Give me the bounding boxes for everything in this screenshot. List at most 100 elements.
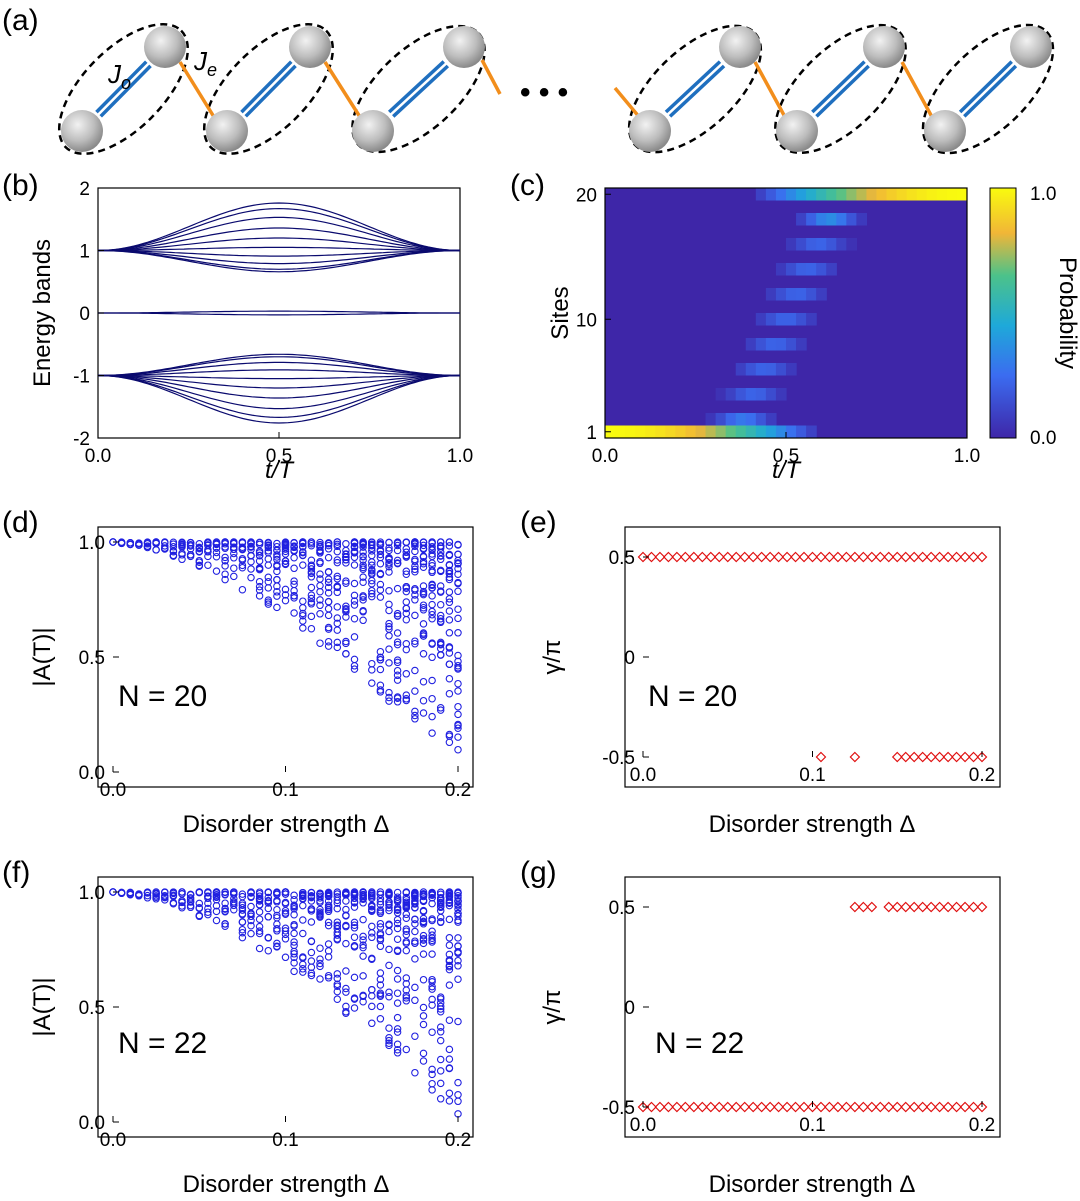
heatmap-cell xyxy=(806,263,817,276)
annotation-e: N = 20 xyxy=(648,680,737,713)
scatter-point xyxy=(393,1013,402,1022)
scatter-point xyxy=(264,896,273,905)
y-tick-label: -1 xyxy=(73,367,90,388)
scatter-point xyxy=(359,890,367,899)
scatter-point xyxy=(204,899,212,907)
scatter-point xyxy=(419,891,428,899)
scatter-point xyxy=(445,1064,454,1073)
scatter-point xyxy=(419,603,428,612)
heatmap-cell xyxy=(745,413,757,426)
scatter-point xyxy=(917,901,929,913)
heatmap-cell xyxy=(745,338,757,351)
heatmap-cell xyxy=(715,413,727,426)
y-tick-label: 0.0 xyxy=(79,1113,105,1134)
unit-cell-outline xyxy=(921,23,1055,155)
ellipsis-dots: • • • xyxy=(520,76,568,109)
scatter-point xyxy=(299,551,307,559)
intra-cell-bond xyxy=(392,64,450,118)
scatter-point xyxy=(350,903,359,911)
scatter-point xyxy=(436,600,445,609)
heatmap-cell xyxy=(806,313,817,326)
scatter-point xyxy=(385,961,393,970)
lattice-site xyxy=(629,110,671,152)
scatter-point xyxy=(376,540,385,549)
scatter-point xyxy=(428,890,436,898)
scatter-point xyxy=(195,540,204,548)
scatter-point xyxy=(350,665,359,673)
heatmap-cell xyxy=(806,288,817,301)
scatter-point xyxy=(454,587,462,596)
scatter-point xyxy=(281,935,290,943)
axes-frame-f xyxy=(97,876,474,1138)
scatter-point xyxy=(454,679,462,688)
scatter-point xyxy=(333,558,342,567)
scatter-point xyxy=(264,548,273,557)
scatter-point xyxy=(299,891,307,900)
scatter-point xyxy=(316,540,324,549)
scatter-point xyxy=(324,637,333,646)
scatter-point xyxy=(454,556,462,565)
scatter-point xyxy=(255,557,264,565)
scatter-point xyxy=(393,915,402,924)
scatter-point xyxy=(393,893,402,901)
heatmap-cell xyxy=(755,188,767,201)
scatter-point xyxy=(411,596,419,604)
heatmap-cell xyxy=(625,425,636,438)
x-tick-label: 0.2 xyxy=(445,1130,471,1151)
heatmap-cell xyxy=(786,313,797,326)
scatter-point xyxy=(350,662,359,670)
scatter-point xyxy=(316,959,324,968)
scatter-point xyxy=(273,542,281,551)
scatter-point xyxy=(359,573,367,581)
scatter-point xyxy=(281,909,290,917)
scatter-point xyxy=(942,751,954,763)
band-line xyxy=(98,227,460,252)
scatter-point xyxy=(186,541,195,549)
heatmap-cell xyxy=(806,425,817,438)
scatter-point xyxy=(393,1028,402,1036)
scatter-point xyxy=(333,614,342,622)
band-line xyxy=(98,312,460,316)
scatter-point xyxy=(428,538,436,546)
scatter-point xyxy=(428,639,436,647)
scatter-point xyxy=(290,920,298,929)
scatter-point xyxy=(255,892,264,900)
scatter-point xyxy=(281,890,290,898)
scatter-point xyxy=(891,901,903,913)
scatter-point xyxy=(445,898,454,907)
scatter-point xyxy=(428,550,436,558)
scatter-point xyxy=(428,653,436,662)
scatter-point xyxy=(445,616,454,624)
heatmap-cell xyxy=(775,288,787,301)
axis-ticks-c: 0.0 0.5 1.0 1 10 20 xyxy=(576,185,980,467)
scatter-point xyxy=(221,556,229,565)
band-line xyxy=(98,310,460,314)
scatter-point xyxy=(385,1036,393,1045)
scatter-point xyxy=(419,931,428,940)
scatter-point xyxy=(264,577,273,586)
heatmap-cell xyxy=(645,425,656,438)
scatter-point xyxy=(402,946,411,955)
scatter-point xyxy=(299,548,307,556)
scatter-point xyxy=(316,975,324,983)
panel-e-scatter: 0.0 0.1 0.2 -0.5 0 0.5 N = 20 Disorder streng… xyxy=(539,526,1001,838)
scatter-point xyxy=(316,955,324,963)
intra-cell-bond xyxy=(240,60,293,114)
scatter-point xyxy=(204,552,212,561)
scatter-point xyxy=(247,538,255,547)
scatter-point xyxy=(402,904,411,912)
heatmap-cell xyxy=(896,188,908,201)
scatter-point xyxy=(273,553,281,561)
scatter-point xyxy=(316,558,324,566)
scatter-point xyxy=(316,538,324,547)
scatter-point xyxy=(419,696,428,705)
scatter-point xyxy=(299,542,307,551)
scatter-point xyxy=(238,903,247,912)
scatter-point xyxy=(342,552,350,561)
lattice-site xyxy=(289,26,331,68)
scatter-point xyxy=(281,585,290,594)
scatter-point xyxy=(359,561,367,570)
heatmap-cell xyxy=(816,263,827,276)
scatter-point xyxy=(359,952,367,960)
scatter-point xyxy=(454,912,462,920)
